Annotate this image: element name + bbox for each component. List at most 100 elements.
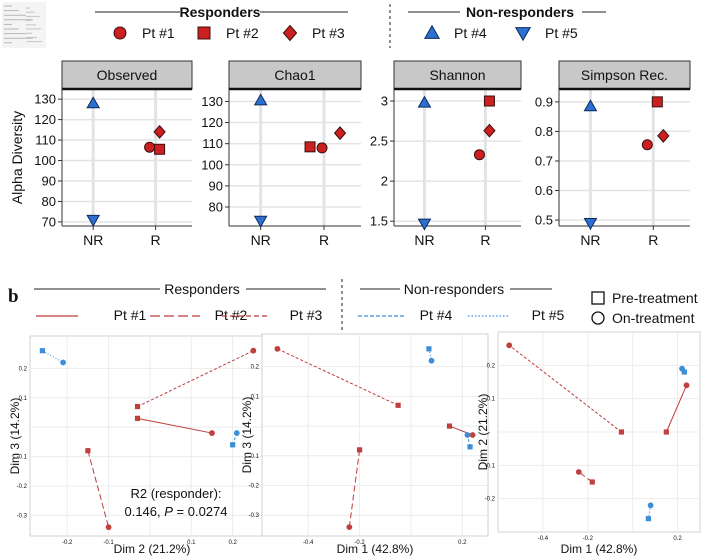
circle-point bbox=[473, 149, 485, 161]
x-tick-label: 0.2 bbox=[673, 536, 682, 542]
legend-line-pt5: Pt #5 bbox=[468, 307, 565, 323]
pre-treatment-point bbox=[589, 479, 595, 485]
y-tick-label: 0.1 bbox=[251, 394, 260, 400]
pre-treatment-point bbox=[446, 423, 453, 429]
pre-treatment-point bbox=[356, 447, 363, 453]
legend-b-responders-title: Responders bbox=[164, 281, 240, 297]
thumbnail-artifact bbox=[2, 2, 46, 48]
facet-title: Observed bbox=[97, 67, 158, 83]
bottom-legend: Responders Non-responders Pt #1 Pt #2 Pt #… bbox=[34, 279, 698, 332]
trajectory-pt3 bbox=[134, 347, 257, 410]
y-tick-label: 0.6 bbox=[535, 183, 553, 198]
on-treatment-point bbox=[464, 432, 471, 438]
triangle-down-point bbox=[253, 215, 268, 228]
y-axis-label: Dim 2 (21.2%) bbox=[476, 394, 490, 471]
y-axis-label: Dim 3 (14.2%) bbox=[240, 397, 254, 474]
x-tick-label: R bbox=[480, 232, 490, 248]
triangle-down-point bbox=[583, 218, 598, 231]
legend-item-pt2: Pt #2 bbox=[197, 25, 259, 41]
square-point bbox=[154, 143, 166, 155]
trajectory-pt1 bbox=[134, 415, 215, 436]
y-tick-label: 120 bbox=[34, 112, 56, 127]
legend-item-pt1: Pt #1 bbox=[113, 25, 175, 41]
pre-treatment-point bbox=[618, 429, 625, 435]
on-treatment-point bbox=[346, 524, 353, 530]
triangle-down-marker bbox=[514, 27, 532, 42]
y-tick-label: 130 bbox=[34, 92, 56, 107]
trajectory-pt1 bbox=[663, 382, 690, 435]
y-tick-label: -0.1 bbox=[485, 463, 496, 469]
legend-item-pt4: Pt #4 bbox=[423, 24, 487, 41]
legend-nonresponders-title: Non-responders bbox=[466, 4, 574, 20]
plot-area bbox=[559, 89, 690, 226]
alpha-plot-simpson-rec-: Simpson Rec. 0.5 0.6 0.7 0.8 0.9 NR R bbox=[535, 60, 691, 248]
diamond-marker bbox=[282, 24, 298, 42]
facet-title: Chao1 bbox=[274, 67, 315, 83]
trajectory-line bbox=[277, 348, 399, 406]
y-tick-label: 80 bbox=[42, 194, 56, 209]
shape-key-label: Pre-treatment bbox=[612, 290, 698, 306]
alpha-plot-shannon: Shannon 1.5 2 2.5 3 NR R bbox=[370, 60, 522, 248]
y-tick-label: 130 bbox=[201, 94, 223, 109]
pre-treatment-point bbox=[426, 346, 432, 352]
y-axis-label: Alpha Diversity bbox=[9, 111, 25, 204]
diamond-point bbox=[333, 126, 347, 141]
on-treatment-point bbox=[683, 382, 690, 389]
pre-treatment-point bbox=[645, 516, 651, 522]
pre-treatment-point bbox=[467, 444, 473, 450]
y-tick-label: -0.1 bbox=[17, 455, 28, 461]
diamond-point bbox=[483, 123, 496, 138]
y-tick-label: 0.1 bbox=[19, 396, 28, 402]
legend-item-pt5: Pt #5 bbox=[514, 25, 578, 42]
circle-point bbox=[316, 142, 328, 154]
alpha-plot-observed: Observed 70 80 90 100 110 120 130 NR R Alpha Diver… bbox=[9, 60, 193, 248]
square-marker bbox=[197, 26, 211, 40]
diamond-point bbox=[153, 124, 166, 139]
diamond-point bbox=[657, 128, 670, 143]
trajectory-pt4 bbox=[679, 365, 687, 375]
y-tick-label: -0.2 bbox=[249, 484, 260, 490]
y-tick-label: 110 bbox=[202, 136, 223, 151]
legend-b-nonresponders-title: Non-responders bbox=[404, 281, 504, 297]
pcoa-plot-3: -0.4 -0.2 0.2 -0.2 -0.1 0.1 0.2 Dim 1 (42.8%) Di… bbox=[476, 331, 701, 556]
annotation-line2: 0.146, P = 0.0274 bbox=[124, 504, 227, 519]
facet-strip bbox=[61, 60, 193, 90]
x-tick-label: -0.4 bbox=[303, 540, 314, 546]
legend-line-pt4: Pt #4 bbox=[358, 307, 453, 323]
legend-line-label: Pt #4 bbox=[420, 307, 453, 323]
plot-area bbox=[62, 89, 192, 226]
y-tick-label: -0.3 bbox=[249, 513, 260, 519]
x-tick-label: NR bbox=[414, 232, 434, 248]
circle-marker bbox=[113, 26, 127, 40]
x-tick-label: R bbox=[319, 232, 329, 248]
x-tick-label: -0.4 bbox=[538, 536, 549, 542]
x-tick-label: -0.2 bbox=[354, 540, 365, 546]
pre-treatment-point bbox=[230, 442, 236, 448]
trajectory-pt3 bbox=[506, 342, 625, 435]
legend-item-pt3: Pt #3 bbox=[282, 24, 345, 42]
circle-key bbox=[591, 311, 605, 325]
y-tick-label: -0.2 bbox=[485, 497, 496, 503]
y-tick-label: 3 bbox=[381, 94, 388, 109]
y-tick-label: 0.9 bbox=[535, 94, 553, 109]
pre-treatment-point bbox=[663, 429, 669, 435]
trajectory-line bbox=[137, 417, 213, 434]
triangle-up-marker bbox=[423, 24, 441, 39]
triangle-down-point bbox=[86, 214, 101, 227]
legend-line-pt1: Pt #1 bbox=[36, 307, 147, 323]
pre-treatment-point bbox=[134, 415, 141, 421]
x-tick-label: 0.1 bbox=[187, 540, 196, 546]
y-tick-label: 110 bbox=[35, 133, 56, 148]
legend-label: Pt #2 bbox=[226, 25, 259, 41]
y-tick-label: 100 bbox=[201, 157, 223, 172]
plot-area bbox=[261, 333, 489, 537]
trajectory-pt5 bbox=[645, 502, 654, 522]
triangle-up-point bbox=[253, 93, 268, 106]
trajectory-pt5 bbox=[39, 348, 66, 366]
legend-shape-square: Pre-treatment bbox=[591, 290, 698, 306]
legend-label: Pt #5 bbox=[545, 25, 578, 41]
legend-shape-circle: On-treatment bbox=[591, 310, 695, 326]
legend-line-label: Pt #3 bbox=[290, 307, 323, 323]
trajectory-line bbox=[647, 505, 652, 519]
